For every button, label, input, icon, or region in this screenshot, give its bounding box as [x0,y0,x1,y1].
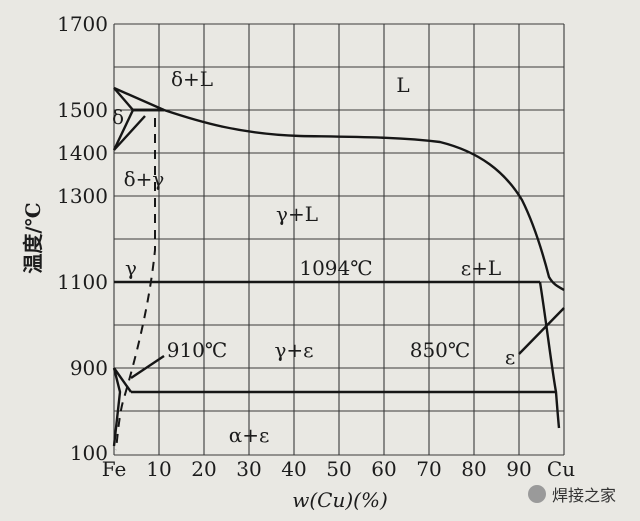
x-tick: 10 [146,457,171,481]
y-tick: 900 [70,356,108,380]
leader-epsilon [518,307,565,355]
watermark: 焊接之家 [528,482,616,506]
x-tick: 90 [506,457,531,481]
y-tick: 1100 [57,270,108,294]
x-tick: 80 [461,457,486,481]
x-tick: 70 [416,457,441,481]
x-axis-label: w(Cu)(%) [292,488,388,512]
region-liquid: L [396,73,409,97]
x-tick: 60 [371,457,396,481]
x-tick: 50 [326,457,351,481]
gamma-dashed-boundary [115,118,156,451]
y-tick: 1300 [57,184,108,208]
region-gamma-epsilon: γ+ε [274,338,313,362]
delta-gamma-lower [113,115,146,151]
y-tick: 100 [70,441,108,465]
gamma-alpha-upper [113,367,132,393]
x-tick-labels: Fe 10 20 30 40 50 60 70 80 90 Cu [102,457,576,481]
region-delta-liquid: δ+L [171,67,213,91]
y-tick: 1500 [57,98,108,122]
liquidus-curve [113,86,565,292]
y-tick-labels: 1700 1500 1400 1300 1100 900 100 [57,12,108,465]
label-1094: 1094℃ [299,256,372,280]
y-axis-label: 温度/℃ [21,202,45,273]
x-tick: 20 [191,457,216,481]
cu-solvus [538,281,561,429]
y-tick: 1700 [57,12,108,36]
x-tick: 30 [236,457,261,481]
region-epsilon-liquid: ε+L [461,256,501,280]
x-tick: Fe [102,457,127,481]
gamma-alpha-lower [112,367,122,447]
region-alpha-epsilon: α+ε [229,423,270,447]
region-delta-gamma: δ+γ [124,167,165,191]
watermark-text: 焊接之家 [552,486,617,505]
region-delta: δ [112,105,124,129]
label-910: 910℃ [167,338,228,362]
region-gamma-liquid: γ+L [276,202,318,226]
region-gamma: γ [125,256,137,280]
x-tick: 40 [281,457,306,481]
leader-910 [130,355,165,379]
wechat-icon [528,485,546,503]
label-850: 850℃ [410,338,471,362]
phase-boundaries [112,86,565,451]
y-tick: 1400 [57,141,108,165]
x-tick: Cu [547,457,575,481]
region-labels: L δ+L δ δ+γ γ+L γ 1094℃ ε+L 910℃ γ+ε 850… [112,67,515,447]
region-epsilon: ε [505,345,515,369]
